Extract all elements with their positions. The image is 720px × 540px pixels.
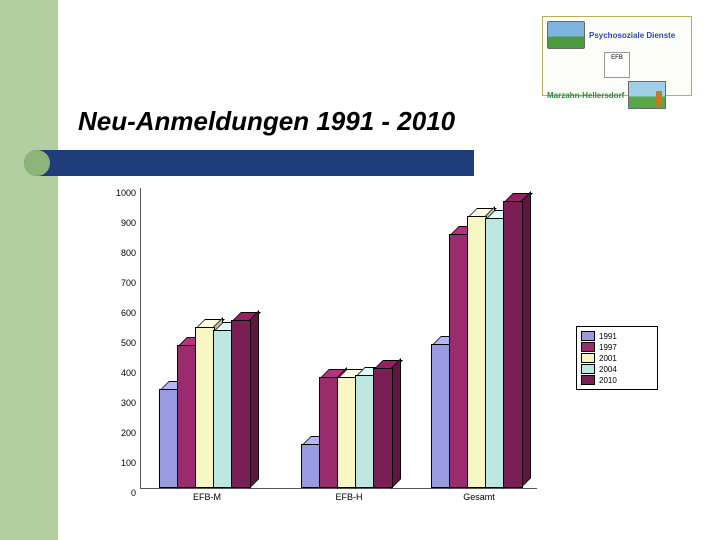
legend-item: 1997	[581, 342, 653, 352]
ytick-label: 600	[96, 308, 136, 320]
logo-box: Psychosoziale Dienste EFB Marzahn-Heller…	[542, 16, 692, 96]
ytick-label: 300	[96, 398, 136, 410]
legend-label: 2004	[599, 365, 617, 374]
bar	[373, 362, 399, 489]
ytick-label: 1000	[96, 188, 136, 200]
bar	[231, 314, 257, 489]
logo-scenery-icon	[547, 21, 585, 49]
legend-label: 1991	[599, 332, 617, 341]
legend-swatch	[581, 331, 595, 341]
ytick-label: 200	[96, 428, 136, 440]
legend-swatch	[581, 342, 595, 352]
category-label: EFB-H	[299, 492, 399, 502]
title-underline-bar	[24, 150, 474, 176]
legend-item: 2001	[581, 353, 653, 363]
legend-swatch	[581, 364, 595, 374]
slide: Psychosoziale Dienste EFB Marzahn-Heller…	[0, 0, 720, 540]
legend-swatch	[581, 353, 595, 363]
ytick-label: 400	[96, 368, 136, 380]
legend-label: 2010	[599, 376, 617, 385]
title-bullet-icon	[24, 150, 50, 176]
category-label: Gesamt	[429, 492, 529, 502]
bar	[503, 195, 529, 488]
ytick-label: 100	[96, 458, 136, 470]
logo-line2: Marzahn-Hellersdorf	[547, 91, 624, 100]
legend-label: 1997	[599, 343, 617, 352]
ytick-label: 500	[96, 338, 136, 350]
legend-item: 2004	[581, 364, 653, 374]
legend-item: 1991	[581, 331, 653, 341]
category-label: EFB-M	[157, 492, 257, 502]
ytick-label: 0	[96, 488, 136, 500]
page-title: Neu-Anmeldungen 1991 - 2010	[78, 106, 455, 137]
legend-label: 2001	[599, 354, 617, 363]
chart-plot	[140, 188, 537, 489]
logo-efb-icon: EFB	[604, 52, 630, 78]
logo-city-icon	[628, 81, 666, 109]
ytick-label: 900	[96, 218, 136, 230]
chart-legend: 1991 1997 2001 2004 2010	[576, 326, 658, 390]
left-stripe	[0, 0, 58, 540]
ytick-label: 800	[96, 248, 136, 260]
legend-swatch	[581, 375, 595, 385]
legend-item: 2010	[581, 375, 653, 385]
chart: 0 100 200 300 400 500 600 700 800 900 1000 EFB-M EF…	[96, 188, 556, 510]
logo-line1: Psychosoziale Dienste	[589, 31, 675, 40]
ytick-label: 700	[96, 278, 136, 290]
